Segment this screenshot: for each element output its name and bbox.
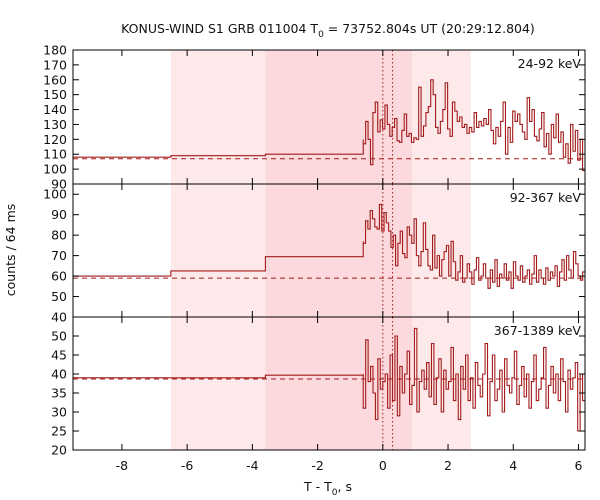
y-tick-label: 130: [43, 117, 67, 132]
panel-label: 24-92 keV: [518, 56, 582, 71]
y-tick-label: 90: [51, 177, 67, 192]
shaded-interval-2: [265, 50, 413, 184]
y-tick-label: 170: [43, 57, 67, 72]
y-tick-label: 90: [51, 207, 67, 222]
y-tick-label: 100: [43, 187, 67, 202]
y-tick-label: 100: [43, 162, 67, 177]
light-curve: [73, 203, 585, 289]
y-tick-label: 45: [51, 348, 67, 363]
y-tick-label: 110: [43, 147, 67, 162]
y-tick-label: 25: [51, 424, 67, 439]
light-curve: [73, 79, 585, 172]
y-tick-label: 80: [51, 228, 67, 243]
y-tick-label: 180: [43, 43, 67, 58]
y-tick-label: 160: [43, 72, 67, 87]
y-tick-label: 20: [51, 443, 67, 458]
panel-label: 92-367 keV: [510, 190, 582, 205]
y-tick-label: 50: [51, 289, 67, 304]
x-tick-label: 2: [444, 458, 452, 473]
y-tick-label: 40: [51, 367, 67, 382]
x-tick-label: 4: [509, 458, 517, 473]
y-tick-label: 40: [51, 310, 67, 325]
chart-title: KONUS-WIND S1 GRB 011004 T0 = 73752.804s…: [121, 21, 535, 40]
x-tick-label: -2: [311, 458, 323, 473]
light-curve: [73, 327, 585, 432]
x-tick-label: -4: [246, 458, 259, 473]
y-tick-label: 50: [51, 329, 67, 344]
y-tick-label: 120: [43, 132, 67, 147]
panel-2: 40 50 60 70 80 90 100 92-367 keV: [43, 183, 586, 325]
y-tick-label: 35: [51, 386, 67, 401]
x-axis-label: T - T0, s: [303, 479, 352, 498]
panel-label: 367-1389 keV: [494, 323, 582, 338]
y-axis-label: counts / 64 ms: [3, 204, 18, 297]
panel-frame: [72, 316, 586, 451]
y-tick-label: 140: [43, 102, 67, 117]
x-tick-label: 0: [379, 458, 387, 473]
y-tick-label: 60: [51, 269, 67, 284]
shaded-interval-2: [265, 184, 413, 317]
x-tick-label: -6: [181, 458, 194, 473]
y-tick-label: 70: [51, 248, 67, 263]
y-tick-label: 150: [43, 87, 67, 102]
x-tick-label: 6: [575, 458, 583, 473]
panel-3: 20 25 30 35 40 45 50 367-1389 keV: [51, 316, 586, 458]
x-tick-label: -8: [116, 458, 129, 473]
y-tick-label: 30: [51, 405, 67, 420]
